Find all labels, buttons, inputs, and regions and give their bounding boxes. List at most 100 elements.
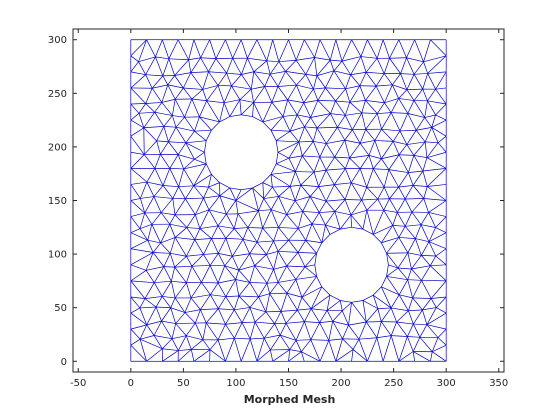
mesh-edge bbox=[398, 154, 409, 173]
mesh-edge bbox=[264, 74, 271, 87]
mesh-edge bbox=[334, 184, 346, 200]
mesh-edge bbox=[325, 169, 335, 185]
mesh-edge bbox=[383, 210, 394, 226]
mesh-edge bbox=[422, 309, 428, 325]
mesh-edge bbox=[351, 302, 367, 323]
mesh-edge bbox=[298, 141, 303, 156]
mesh-edge bbox=[295, 279, 303, 298]
mesh-edge bbox=[349, 157, 361, 169]
mesh-edge bbox=[130, 264, 147, 271]
mesh-edge bbox=[288, 155, 303, 159]
mesh-edge bbox=[397, 198, 406, 213]
mesh-edge bbox=[277, 239, 289, 252]
mesh-edge bbox=[210, 294, 226, 298]
mesh-edge bbox=[234, 307, 250, 311]
mesh-edge bbox=[295, 339, 311, 341]
mesh-edge bbox=[414, 39, 424, 62]
mesh-edge bbox=[258, 210, 263, 229]
mesh-edge bbox=[415, 238, 422, 256]
mesh-edge bbox=[408, 297, 413, 311]
mesh-edge bbox=[178, 349, 192, 351]
mesh-edge bbox=[184, 98, 193, 118]
mesh-edge bbox=[269, 73, 279, 87]
mesh-edge bbox=[279, 334, 291, 350]
mesh-edge bbox=[406, 88, 423, 90]
mesh-edge bbox=[398, 336, 408, 362]
mesh-edge bbox=[421, 241, 430, 256]
mesh-edge bbox=[329, 59, 335, 71]
mesh-edge bbox=[325, 87, 346, 90]
mesh-edge bbox=[254, 265, 268, 284]
mesh-edge bbox=[301, 286, 322, 298]
mesh-edge bbox=[381, 154, 400, 160]
mesh-edge bbox=[422, 73, 429, 90]
mesh-edge bbox=[423, 55, 447, 63]
mesh-edge bbox=[400, 73, 415, 75]
mesh-edge bbox=[335, 100, 350, 103]
mesh-edge bbox=[359, 129, 367, 144]
mesh-edge bbox=[350, 209, 368, 216]
x-axis: -50 0 50 100 150 200 250 300 350 bbox=[70, 29, 508, 389]
mesh-edge bbox=[178, 335, 187, 351]
mesh-edge bbox=[204, 140, 207, 153]
mesh-edge bbox=[154, 112, 165, 127]
mesh-edge bbox=[376, 335, 392, 339]
mesh-edge bbox=[231, 256, 240, 271]
mesh-edge bbox=[273, 239, 289, 242]
mesh-edge bbox=[303, 100, 318, 104]
mesh-edge bbox=[302, 155, 320, 158]
mesh-edge bbox=[286, 279, 297, 294]
mesh-edge bbox=[163, 115, 173, 127]
mesh-edge bbox=[139, 324, 148, 340]
mesh-edge bbox=[328, 321, 334, 341]
mesh-edge bbox=[285, 71, 306, 75]
mesh-edge bbox=[147, 240, 154, 253]
mesh-edge bbox=[295, 155, 303, 172]
mesh-edge bbox=[345, 88, 351, 103]
mesh-edge bbox=[153, 320, 162, 336]
mesh-edge bbox=[194, 129, 212, 132]
mesh-edge bbox=[155, 56, 164, 76]
mesh-edge bbox=[321, 286, 331, 296]
mesh-edge bbox=[413, 155, 427, 159]
mesh-edge bbox=[156, 140, 169, 143]
mesh-edge bbox=[393, 141, 407, 145]
mesh-edge bbox=[389, 57, 407, 59]
mesh-edge bbox=[167, 75, 175, 86]
mesh-edge bbox=[372, 168, 385, 188]
mesh-edge bbox=[130, 296, 145, 299]
mesh-edge bbox=[352, 339, 360, 350]
mesh-edge bbox=[160, 237, 176, 244]
mesh-edge bbox=[359, 168, 368, 188]
mesh-edge bbox=[239, 99, 254, 103]
mesh-edge bbox=[412, 351, 415, 362]
mesh-edge bbox=[280, 293, 288, 312]
mesh-edge bbox=[300, 171, 315, 186]
mesh-edge bbox=[412, 185, 425, 199]
mesh-edge bbox=[326, 139, 345, 144]
mesh-edge bbox=[423, 198, 447, 201]
mesh-edge bbox=[384, 98, 399, 104]
mesh-edge bbox=[266, 60, 271, 75]
mesh-edge bbox=[217, 225, 235, 229]
mesh-edge bbox=[391, 335, 408, 337]
mesh-edge bbox=[351, 300, 363, 303]
mesh-edge bbox=[312, 127, 318, 142]
mesh-edge bbox=[139, 228, 149, 241]
mesh-edge bbox=[225, 228, 235, 239]
mesh-edge bbox=[171, 280, 187, 284]
mesh-edge bbox=[235, 189, 242, 201]
mesh-edge bbox=[262, 116, 284, 123]
mesh-edge bbox=[398, 98, 415, 101]
mesh-edge bbox=[208, 209, 227, 215]
mesh-edge bbox=[326, 199, 346, 202]
mesh-edge bbox=[427, 184, 447, 187]
mesh-edge bbox=[272, 186, 291, 188]
mesh-edge bbox=[348, 321, 367, 326]
mesh-edge bbox=[349, 100, 366, 103]
mesh-edge bbox=[278, 196, 296, 202]
mesh-edge bbox=[316, 242, 323, 254]
mesh-edge bbox=[435, 87, 447, 90]
mesh-edge bbox=[184, 116, 195, 132]
mesh-edge bbox=[241, 307, 251, 323]
